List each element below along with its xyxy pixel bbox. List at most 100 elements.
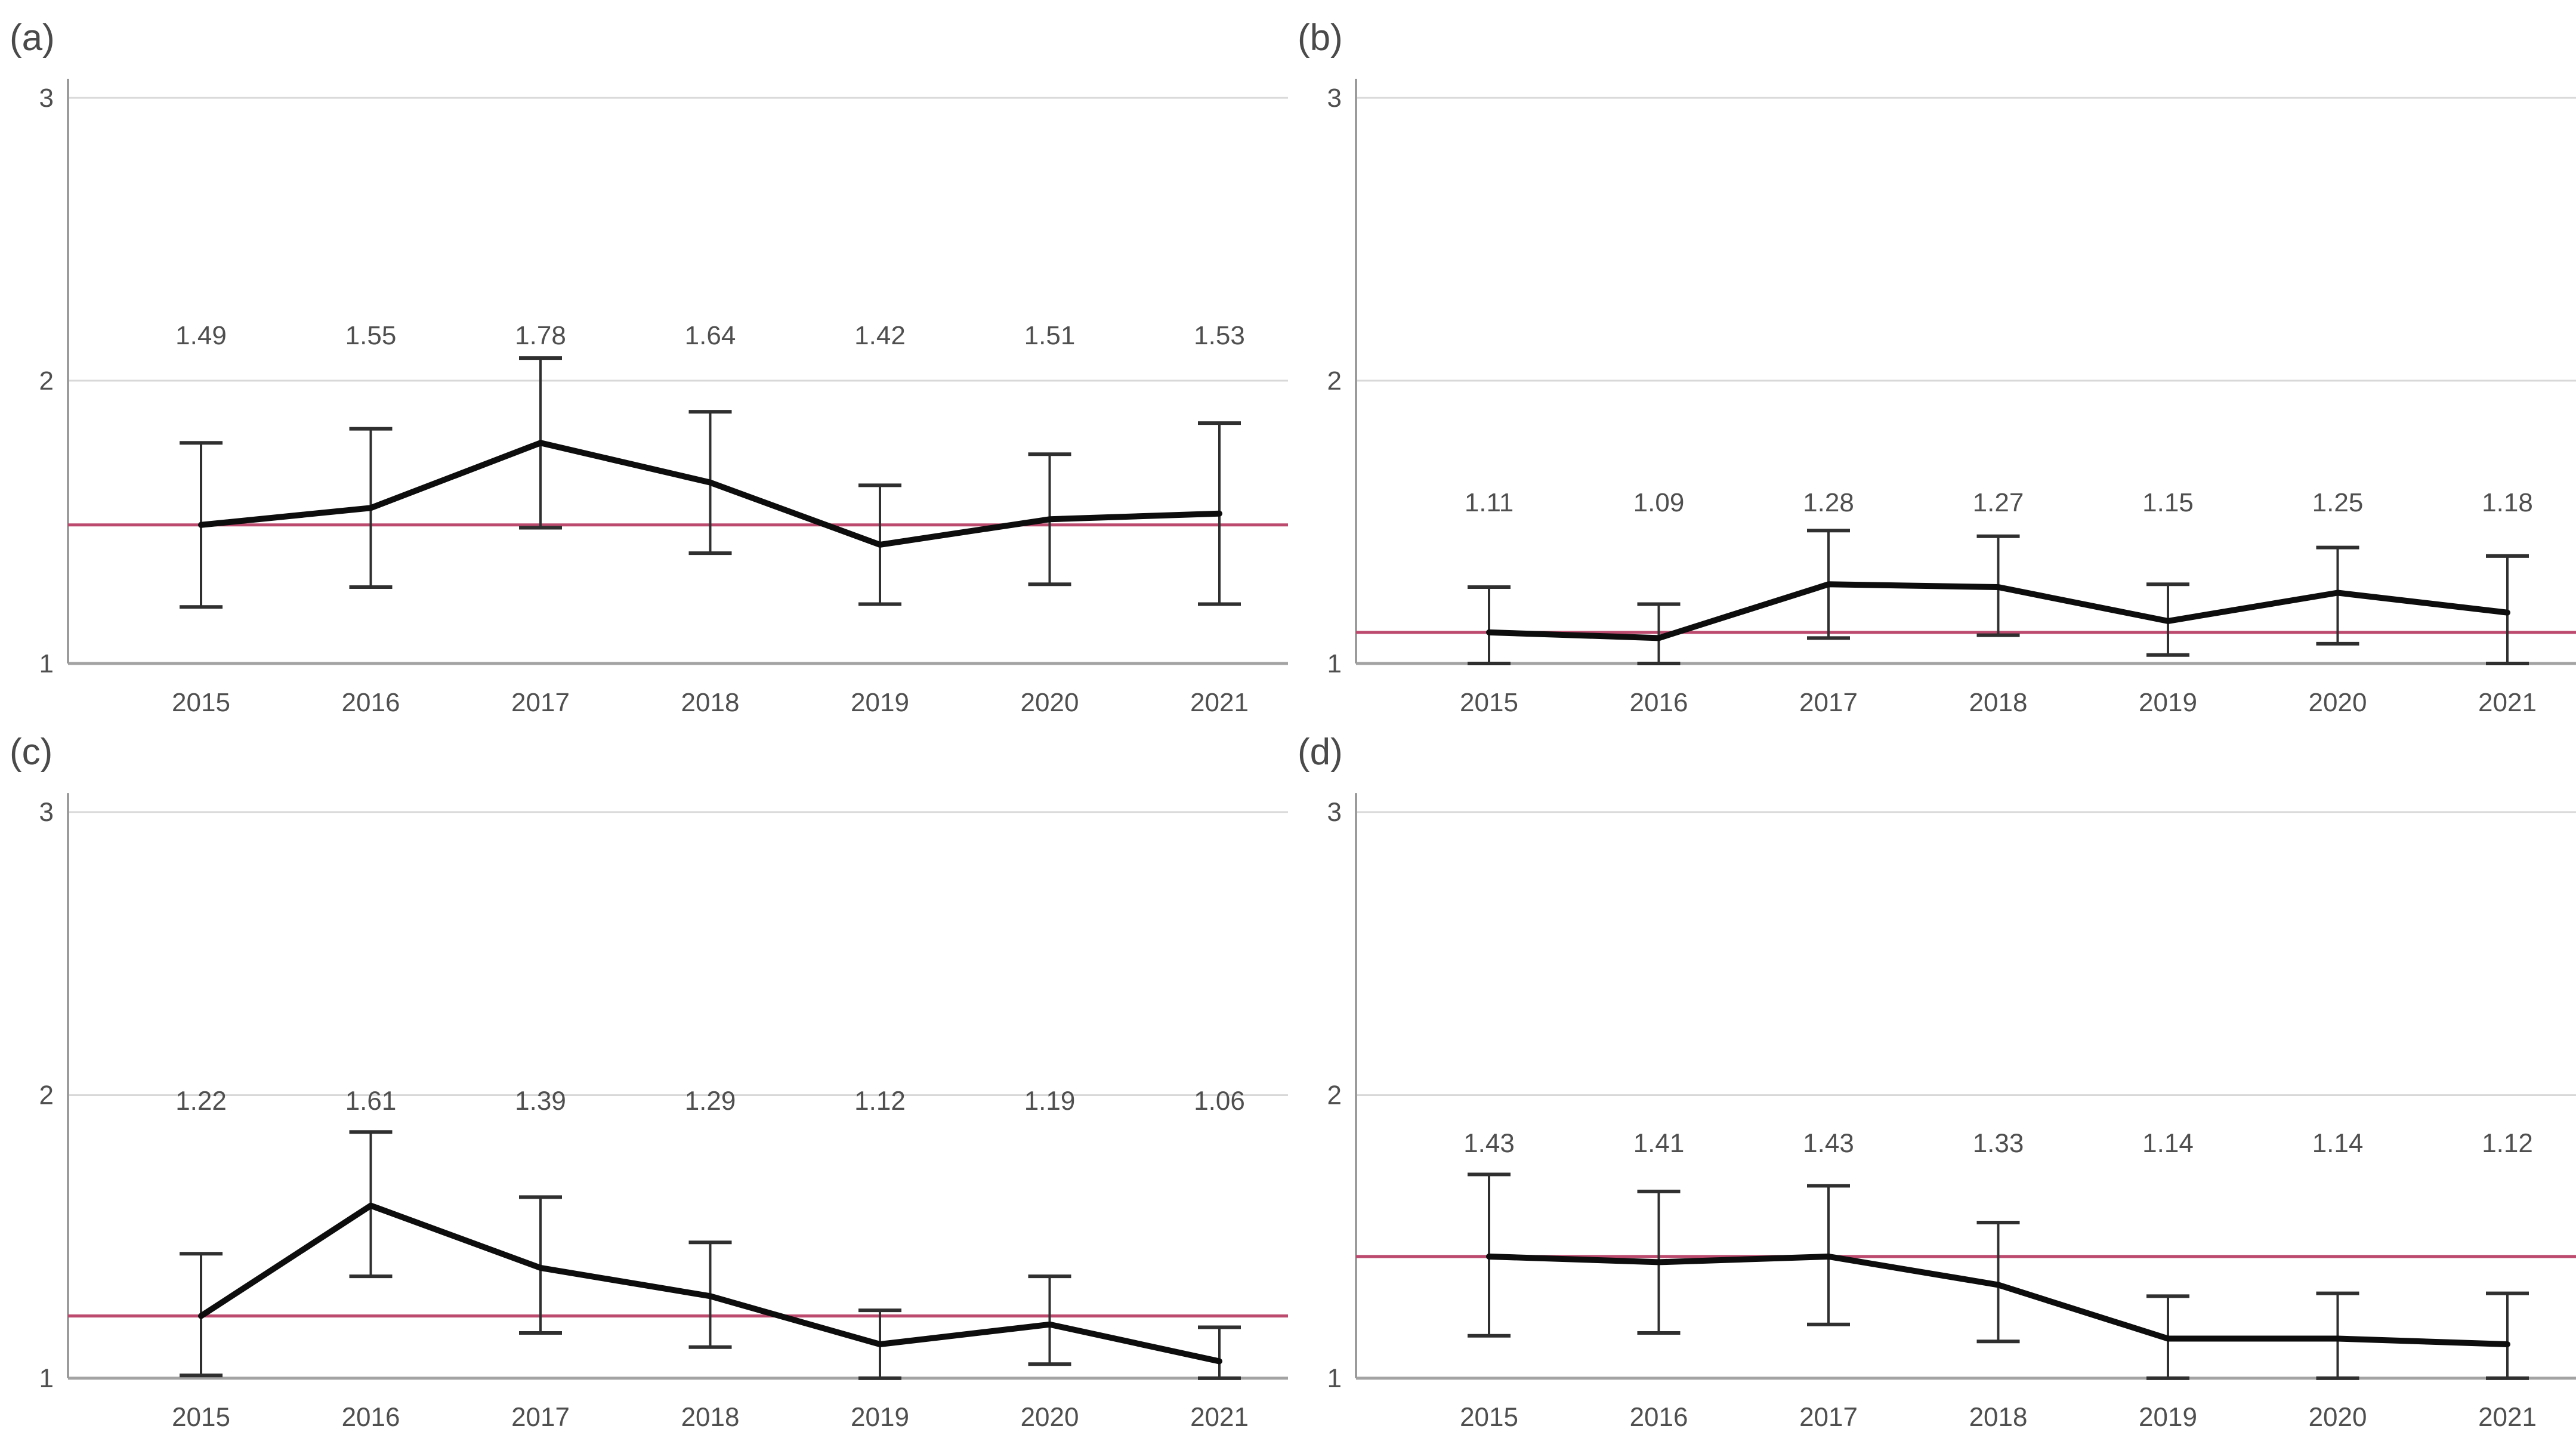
data-label: 1.11 [1465, 488, 1514, 517]
data-label: 1.27 [1973, 488, 2024, 517]
error-bar [1637, 602, 1681, 665]
series-line [198, 1202, 1222, 1365]
series-line [1486, 1253, 2510, 1348]
panel-letter: (a) [10, 17, 55, 58]
x-tick-labels: 2015 2016 2017 2018 2019 2020 2021 [1460, 1403, 2537, 1429]
year-tick-label: 2017 [1799, 1403, 1858, 1429]
gridlines [68, 97, 1288, 665]
year-tick-label: 2021 [2478, 688, 2537, 714]
x-tick-labels: 2015 2016 2017 2018 2019 2020 2021 [1460, 688, 2537, 714]
error-bars [1468, 1172, 2529, 1380]
data-label: 1.14 [2312, 1129, 2364, 1158]
panel-letter: (d) [1298, 732, 1343, 773]
data-label: 1.43 [1803, 1129, 1854, 1158]
data-label: 1.25 [2312, 488, 2364, 517]
series-line [198, 440, 1222, 548]
year-tick-label: 2020 [1021, 1403, 1079, 1429]
y-tick-label: 3 [1327, 84, 1342, 113]
data-labels: 1.49 1.55 1.78 1.64 1.42 1.51 1.53 [175, 321, 1245, 350]
year-tick-label: 2017 [511, 688, 570, 714]
year-tick-label: 2020 [2309, 688, 2367, 714]
year-tick-label: 2021 [1190, 688, 1249, 714]
y-tick-label: 1 [1327, 1364, 1342, 1393]
year-tick-label: 2019 [2139, 688, 2197, 714]
data-label: 1.29 [685, 1087, 736, 1116]
data-label: 1.55 [345, 321, 397, 350]
panel-d: 1 2 3 2015 2016 2017 2018 2019 2020 2021 1.43 1.41 1… [1288, 714, 2576, 1429]
gridlines [68, 811, 1288, 1380]
y-tick-label: 1 [39, 1364, 54, 1393]
year-tick-label: 2016 [1630, 688, 1688, 714]
data-label: 1.42 [854, 321, 906, 350]
y-tick-label: 3 [1327, 798, 1342, 827]
year-tick-label: 2015 [172, 688, 230, 714]
data-label: 1.09 [1633, 488, 1685, 517]
y-tick-label: 2 [1327, 366, 1342, 396]
error-bar [1028, 1274, 1071, 1366]
data-label: 1.39 [515, 1087, 566, 1116]
panel-b: 1 2 3 2015 2016 2017 2018 2019 2020 2021 1.11 1.09 1… [1288, 0, 2576, 714]
year-tick-label: 2020 [1021, 688, 1079, 714]
year-tick-label: 2015 [1460, 688, 1518, 714]
y-tick-label: 2 [1327, 1081, 1342, 1110]
data-label: 1.12 [2482, 1129, 2533, 1158]
y-tick-label: 3 [39, 84, 54, 113]
y-tick-label: 1 [1327, 649, 1342, 678]
data-label: 1.49 [175, 321, 227, 350]
data-label: 1.78 [515, 321, 566, 350]
data-label: 1.14 [2142, 1129, 2194, 1158]
panel-letter: (c) [10, 732, 52, 773]
error-bar [2486, 1291, 2529, 1380]
x-tick-labels: 2015 2016 2017 2018 2019 2020 2021 [172, 688, 1249, 714]
data-label: 1.06 [1194, 1087, 1245, 1116]
year-tick-label: 2019 [851, 1403, 909, 1429]
data-label: 1.28 [1803, 488, 1854, 517]
y-tick-label: 2 [39, 366, 54, 396]
data-label: 1.33 [1973, 1129, 2024, 1158]
y-tick-label: 2 [39, 1081, 54, 1110]
year-tick-label: 2016 [342, 1403, 400, 1429]
data-label: 1.51 [1024, 321, 1076, 350]
year-tick-label: 2021 [2478, 1403, 2537, 1429]
year-tick-label: 2017 [511, 1403, 570, 1429]
year-tick-label: 2020 [2309, 1403, 2367, 1429]
data-labels: 1.11 1.09 1.28 1.27 1.15 1.25 1.18 [1465, 488, 2533, 517]
error-bars [180, 1130, 1241, 1380]
panel-c: 1 2 3 2015 2016 2017 2018 2019 2020 2021 1.22 1.61 1… [0, 714, 1288, 1429]
panel-a: 1 2 3 2015 2016 2017 2018 2019 2020 2021 1.49 1.55 1… [0, 0, 1288, 714]
data-label: 1.19 [1024, 1087, 1076, 1116]
y-tick-label: 3 [39, 798, 54, 827]
data-labels: 1.22 1.61 1.39 1.29 1.12 1.19 1.06 [175, 1087, 1245, 1116]
year-tick-label: 2021 [1190, 1403, 1249, 1429]
data-label: 1.12 [854, 1087, 906, 1116]
data-label: 1.61 [345, 1087, 397, 1116]
year-tick-label: 2015 [172, 1403, 230, 1429]
data-label: 1.64 [685, 321, 736, 350]
data-label: 1.18 [2482, 488, 2533, 517]
year-tick-label: 2018 [1969, 688, 2028, 714]
y-tick-label: 1 [39, 649, 54, 678]
y-tick-labels: 1 2 3 [1327, 84, 1342, 678]
year-tick-label: 2018 [681, 688, 740, 714]
data-label: 1.15 [2142, 488, 2194, 517]
y-tick-labels: 1 2 3 [1327, 798, 1342, 1393]
y-tick-labels: 1 2 3 [39, 798, 54, 1393]
error-bar [1198, 1325, 1241, 1380]
series-line [1486, 581, 2510, 641]
year-tick-label: 2019 [851, 688, 909, 714]
data-labels: 1.43 1.41 1.43 1.33 1.14 1.14 1.12 [1463, 1129, 2533, 1158]
year-tick-label: 2019 [2139, 1403, 2197, 1429]
x-tick-labels: 2015 2016 2017 2018 2019 2020 2021 [172, 1403, 1249, 1429]
y-tick-labels: 1 2 3 [39, 84, 54, 678]
year-tick-label: 2017 [1799, 688, 1858, 714]
error-bar [1468, 585, 1511, 665]
data-label: 1.53 [1194, 321, 1245, 350]
panel-letter: (b) [1298, 17, 1343, 58]
data-label: 1.43 [1463, 1129, 1515, 1158]
data-label: 1.22 [175, 1087, 227, 1116]
